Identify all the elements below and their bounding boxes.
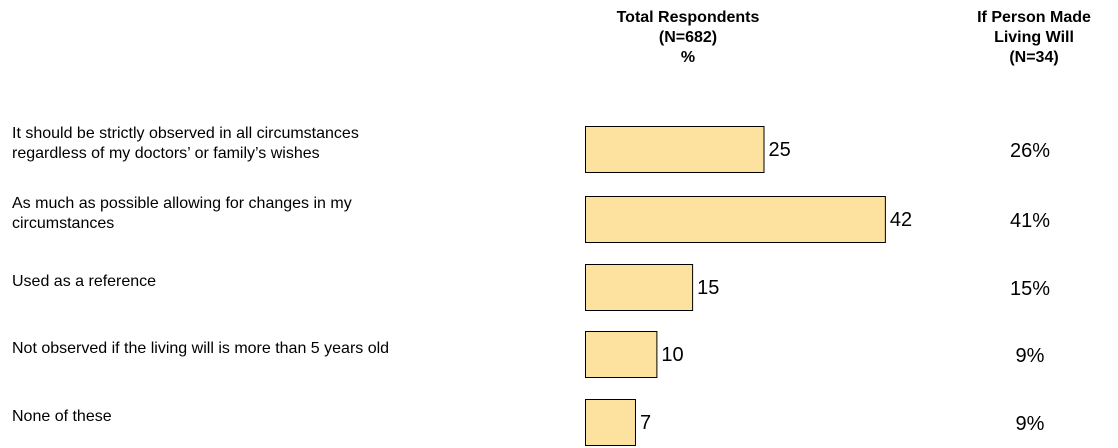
will-header-line-2: Living Will xyxy=(994,29,1074,46)
total-header-line-1: Total Respondents xyxy=(616,9,760,26)
category-label-5-line-1: None of these xyxy=(12,408,112,425)
category-label-1: It should be strictly observed in all ci… xyxy=(12,124,572,164)
category-label-2-line-2: circumstances xyxy=(12,215,115,232)
total-header-line-2: (N=682) xyxy=(658,29,718,46)
total-respondents-header: Total Respondents (N=682) % xyxy=(578,8,798,68)
living-will-value-4: 9% xyxy=(1015,345,1045,367)
category-label-3: Used as a reference xyxy=(12,272,572,292)
bar-3 xyxy=(585,264,694,311)
bar-value-label-2: 42 xyxy=(890,209,912,231)
bar-value-label-4: 10 xyxy=(661,344,683,366)
will-header-line-1: If Person Made xyxy=(977,9,1091,26)
living-will-value-5: 9% xyxy=(1015,413,1045,435)
category-label-2-line-1: As much as possible allowing for changes… xyxy=(12,195,352,212)
category-label-4-line-1: Not observed if the living will is more … xyxy=(12,340,390,357)
category-label-4: Not observed if the living will is more … xyxy=(12,339,572,359)
category-label-2: As much as possible allowing for changes… xyxy=(12,194,572,234)
bar-value-label-3: 15 xyxy=(697,277,719,299)
living-will-value-2: 41% xyxy=(1009,210,1051,232)
category-label-5: None of these xyxy=(12,407,572,427)
bar-2 xyxy=(585,196,886,243)
bar-5 xyxy=(585,399,636,446)
living-will-value-1: 26% xyxy=(1009,140,1051,162)
category-label-3-line-1: Used as a reference xyxy=(12,273,157,290)
bar-1 xyxy=(585,126,765,173)
bar-value-label-1: 25 xyxy=(769,139,791,161)
total-header-line-3: % xyxy=(680,49,696,66)
will-header-line-3: (N=34) xyxy=(1009,49,1059,66)
bar-value-label-5: 7 xyxy=(640,412,651,434)
category-label-1-line-2: regardless of my doctors’ or family’s wi… xyxy=(12,145,320,162)
bar-4 xyxy=(585,331,658,378)
living-will-header: If Person Made Living Will (N=34) xyxy=(944,8,1118,68)
living-will-value-3: 15% xyxy=(1009,278,1051,300)
category-label-1-line-1: It should be strictly observed in all ci… xyxy=(12,125,359,142)
